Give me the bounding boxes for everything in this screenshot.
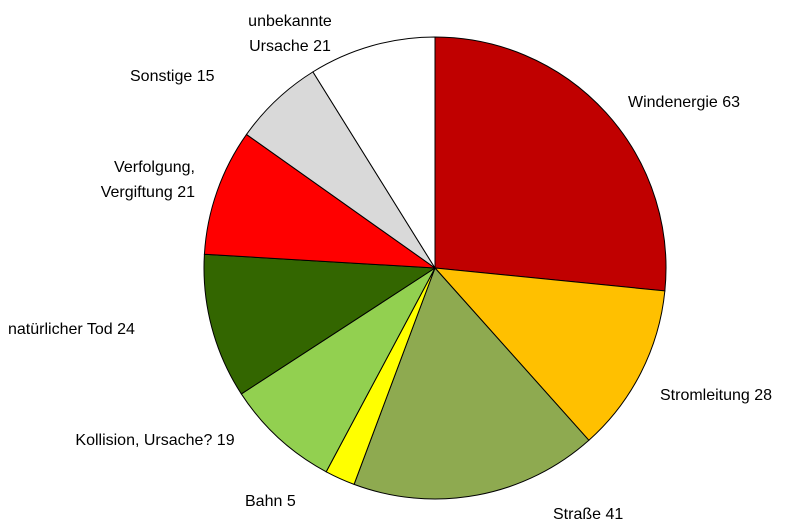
slice-label: natürlicher Tod 24 — [8, 317, 208, 342]
slice-label: Straße 41 — [553, 502, 673, 527]
slice-label: unbekannte Ursache 21 — [230, 9, 350, 59]
category-label: Bahn — [245, 493, 283, 510]
category-label: unbekannte Ursache — [248, 13, 332, 55]
pie-slice — [434, 36, 667, 292]
value-label: 5 — [286, 493, 296, 510]
value-label: 63 — [722, 94, 741, 111]
slice-label: Bahn 5 — [245, 489, 335, 514]
value-label: 41 — [605, 506, 624, 523]
value-label: 28 — [754, 387, 773, 404]
category-label: Sonstige — [130, 68, 193, 85]
slice-label: Stromleitung 28 — [660, 383, 805, 408]
value-label: 21 — [177, 184, 195, 201]
value-label: 19 — [216, 432, 235, 449]
pie-slice — [433, 267, 666, 441]
slice-label: Verfolgung, Vergiftung 21 — [40, 155, 195, 205]
value-label: 24 — [117, 321, 135, 338]
pie-slice — [203, 253, 437, 395]
pie-slice — [353, 267, 590, 500]
category-label: Kollision, Ursache? — [75, 432, 213, 449]
value-label: 15 — [196, 68, 215, 85]
slice-label: Sonstige 15 — [130, 64, 260, 89]
category-label: natürlicher Tod — [8, 321, 113, 338]
slice-label: Windenergie 63 — [628, 90, 768, 115]
category-label: Straße — [553, 506, 602, 523]
slice-label: Kollision, Ursache? 19 — [60, 428, 250, 453]
pie-slice — [203, 133, 437, 269]
pie-slice — [240, 267, 436, 473]
pie-slice — [312, 36, 436, 270]
category-label: Windenergie — [628, 94, 718, 111]
category-label: Stromleitung — [660, 387, 750, 404]
value-label: 21 — [313, 38, 331, 55]
category-label: Verfolgung, Vergiftung — [100, 159, 195, 201]
